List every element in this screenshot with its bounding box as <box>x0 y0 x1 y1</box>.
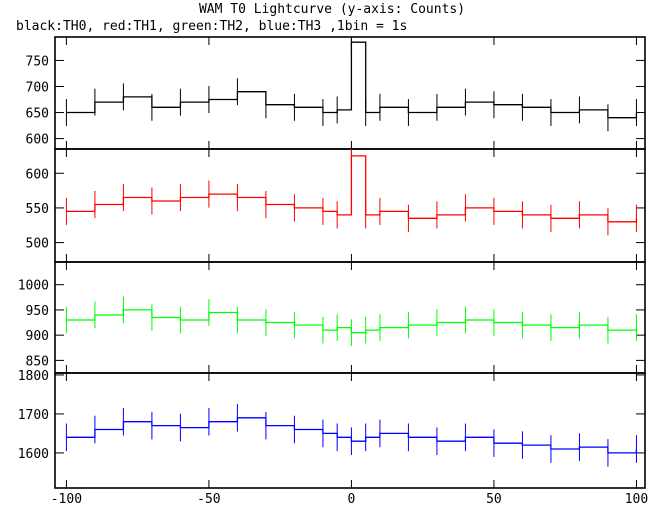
y-tick-label: 1000 <box>18 279 49 294</box>
panels-group: 600 650 700 750 500 550 600 850 900 950 1000 1600 17… <box>18 36 646 489</box>
panel-frame <box>54 36 646 150</box>
chart-subtitle: black:TH0, red:TH1, green:TH2, blue:TH3 … <box>16 19 407 34</box>
chart-title: WAM T0 Lightcurve (y-axis: Counts) <box>199 2 465 17</box>
y-tick-label: 700 <box>26 80 49 95</box>
panel-th0: 600 650 700 750 <box>26 36 646 150</box>
panel-frame <box>54 372 646 489</box>
panel-frame <box>54 261 646 374</box>
y-tick-label: 1600 <box>18 447 49 462</box>
x-tick-label: -50 <box>197 492 220 505</box>
y-tick-label: 850 <box>26 354 49 369</box>
y-tick-label: 650 <box>26 107 49 122</box>
panel-th2: 850 900 950 1000 <box>18 261 646 374</box>
panel-frame <box>54 148 646 263</box>
y-tick-label: 1800 <box>18 369 49 384</box>
x-tick-label: -100 <box>51 492 82 505</box>
y-tick-label: 500 <box>26 237 49 252</box>
y-tick-label: 950 <box>26 304 49 319</box>
y-tick-label: 550 <box>26 202 49 217</box>
y-tick-label: 900 <box>26 329 49 344</box>
panel-th3: 1600 1700 1800 <box>18 369 646 489</box>
x-axis: -100 -50 0 50 100 <box>51 492 648 505</box>
x-tick-label: 50 <box>486 492 502 505</box>
panel-th1: 500 550 600 <box>26 148 646 263</box>
y-tick-label: 750 <box>26 54 49 69</box>
y-tick-label: 600 <box>26 167 49 182</box>
x-tick-label: 100 <box>625 492 648 505</box>
x-tick-label: 0 <box>348 492 356 505</box>
y-tick-label: 600 <box>26 133 49 148</box>
y-tick-label: 1700 <box>18 408 49 423</box>
